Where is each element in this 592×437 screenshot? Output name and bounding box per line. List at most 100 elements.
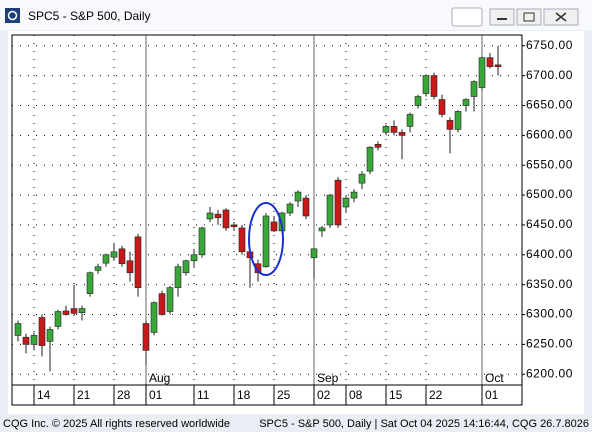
x-tick-label: 01 — [485, 388, 499, 402]
link-button[interactable] — [451, 7, 483, 27]
x-tick-label: 21 — [77, 388, 91, 402]
window-title: SPC5 - S&P 500, Daily — [28, 9, 151, 23]
candle-body — [470, 81, 478, 97]
candle-body — [262, 215, 270, 268]
candle-body — [134, 236, 142, 288]
candle-body — [14, 323, 22, 336]
candle-body — [30, 335, 38, 345]
month-label: Aug — [149, 371, 170, 385]
candle-body — [286, 203, 294, 214]
status-bar — [0, 414, 592, 432]
candle-body — [110, 251, 118, 258]
candle-body — [150, 302, 158, 333]
candle-body — [334, 179, 342, 226]
y-tick-label: 6350.00 — [526, 277, 573, 291]
candle-body — [46, 329, 54, 342]
x-tick-label: 22 — [429, 388, 443, 402]
candle-body — [22, 336, 30, 345]
candle-body — [358, 173, 366, 184]
candle-body — [382, 126, 390, 133]
y-tick-label: 6750.00 — [526, 38, 573, 52]
candle-body — [166, 287, 174, 312]
x-tick-label: 28 — [117, 388, 131, 402]
candle-body — [454, 111, 462, 130]
app-icon — [5, 8, 20, 23]
y-tick-label: 6700.00 — [526, 68, 573, 82]
candle-body — [86, 272, 94, 294]
x-tick-label: 11 — [197, 388, 210, 402]
y-tick-label: 6600.00 — [526, 128, 573, 142]
candle-body — [326, 194, 334, 226]
candle-body — [62, 310, 70, 315]
candle-body — [374, 144, 382, 148]
month-label: Sep — [317, 371, 339, 385]
candle-body — [422, 75, 430, 94]
y-tick-label: 6550.00 — [526, 157, 573, 171]
highlight-ellipse — [248, 202, 284, 276]
y-tick-label: 6200.00 — [526, 366, 573, 380]
month-label: Oct — [485, 371, 504, 385]
candle-body — [302, 197, 310, 217]
candle-body — [494, 64, 502, 67]
y-tick-label: 6400.00 — [526, 247, 573, 261]
x-tick-label: 25 — [277, 388, 291, 402]
candle-body — [142, 323, 150, 351]
candle-body — [414, 96, 422, 106]
candle-body — [198, 227, 206, 256]
candle-body — [190, 254, 198, 262]
app-icon-glyph — [7, 10, 18, 21]
candle-body — [118, 248, 126, 265]
candle-body — [102, 254, 110, 264]
x-tick-label: 02 — [317, 388, 331, 402]
candle-body — [38, 317, 46, 346]
x-tick-label: 15 — [389, 388, 403, 402]
candle-body — [486, 57, 494, 67]
candle-body — [342, 197, 350, 208]
candle-body — [390, 126, 398, 133]
y-tick-label: 6250.00 — [526, 337, 573, 351]
candle-body — [214, 213, 222, 219]
candle-body — [294, 191, 302, 202]
candle-body — [206, 212, 214, 220]
candle-body — [318, 227, 326, 232]
y-tick-label: 6450.00 — [526, 217, 573, 231]
candle-body — [94, 266, 102, 271]
footer-right: SPC5 - S&P 500, Daily | Sat Oct 04 2025 … — [259, 418, 589, 430]
candle-body — [430, 75, 438, 97]
candle-body — [230, 224, 238, 228]
candle-body — [54, 311, 62, 327]
candle-body — [70, 308, 78, 314]
candle-body — [270, 221, 278, 232]
candle-body — [350, 191, 358, 199]
x-tick-label: 18 — [237, 388, 251, 402]
y-tick-label: 6500.00 — [526, 187, 573, 201]
x-tick-label: 14 — [37, 388, 51, 402]
candle-body — [366, 146, 374, 172]
candle-body — [446, 120, 454, 130]
maximize-button[interactable] — [516, 8, 542, 26]
candle-body — [222, 209, 230, 229]
date-axis — [11, 384, 523, 406]
candle-body — [238, 227, 246, 253]
candle-body — [398, 132, 406, 136]
candle-body — [462, 99, 470, 106]
candle-body — [174, 266, 182, 288]
candle-body — [438, 99, 446, 115]
minimize-button[interactable] — [489, 8, 515, 26]
plot-area — [11, 34, 523, 386]
candle-body — [182, 260, 190, 274]
maximize-glyph — [523, 12, 535, 22]
candle-body — [478, 57, 486, 88]
x-tick-label: 08 — [349, 388, 363, 402]
footer-left: CQG Inc. © 2025 All rights reserved worl… — [3, 418, 230, 430]
candle-body — [406, 114, 414, 127]
candle-body — [158, 293, 166, 315]
candle-body — [126, 260, 134, 274]
y-tick-label: 6300.00 — [526, 307, 573, 321]
x-tick-label: 01 — [149, 388, 163, 402]
candle-body — [310, 248, 318, 259]
candle-body — [78, 308, 86, 314]
y-tick-label: 6650.00 — [526, 98, 573, 112]
